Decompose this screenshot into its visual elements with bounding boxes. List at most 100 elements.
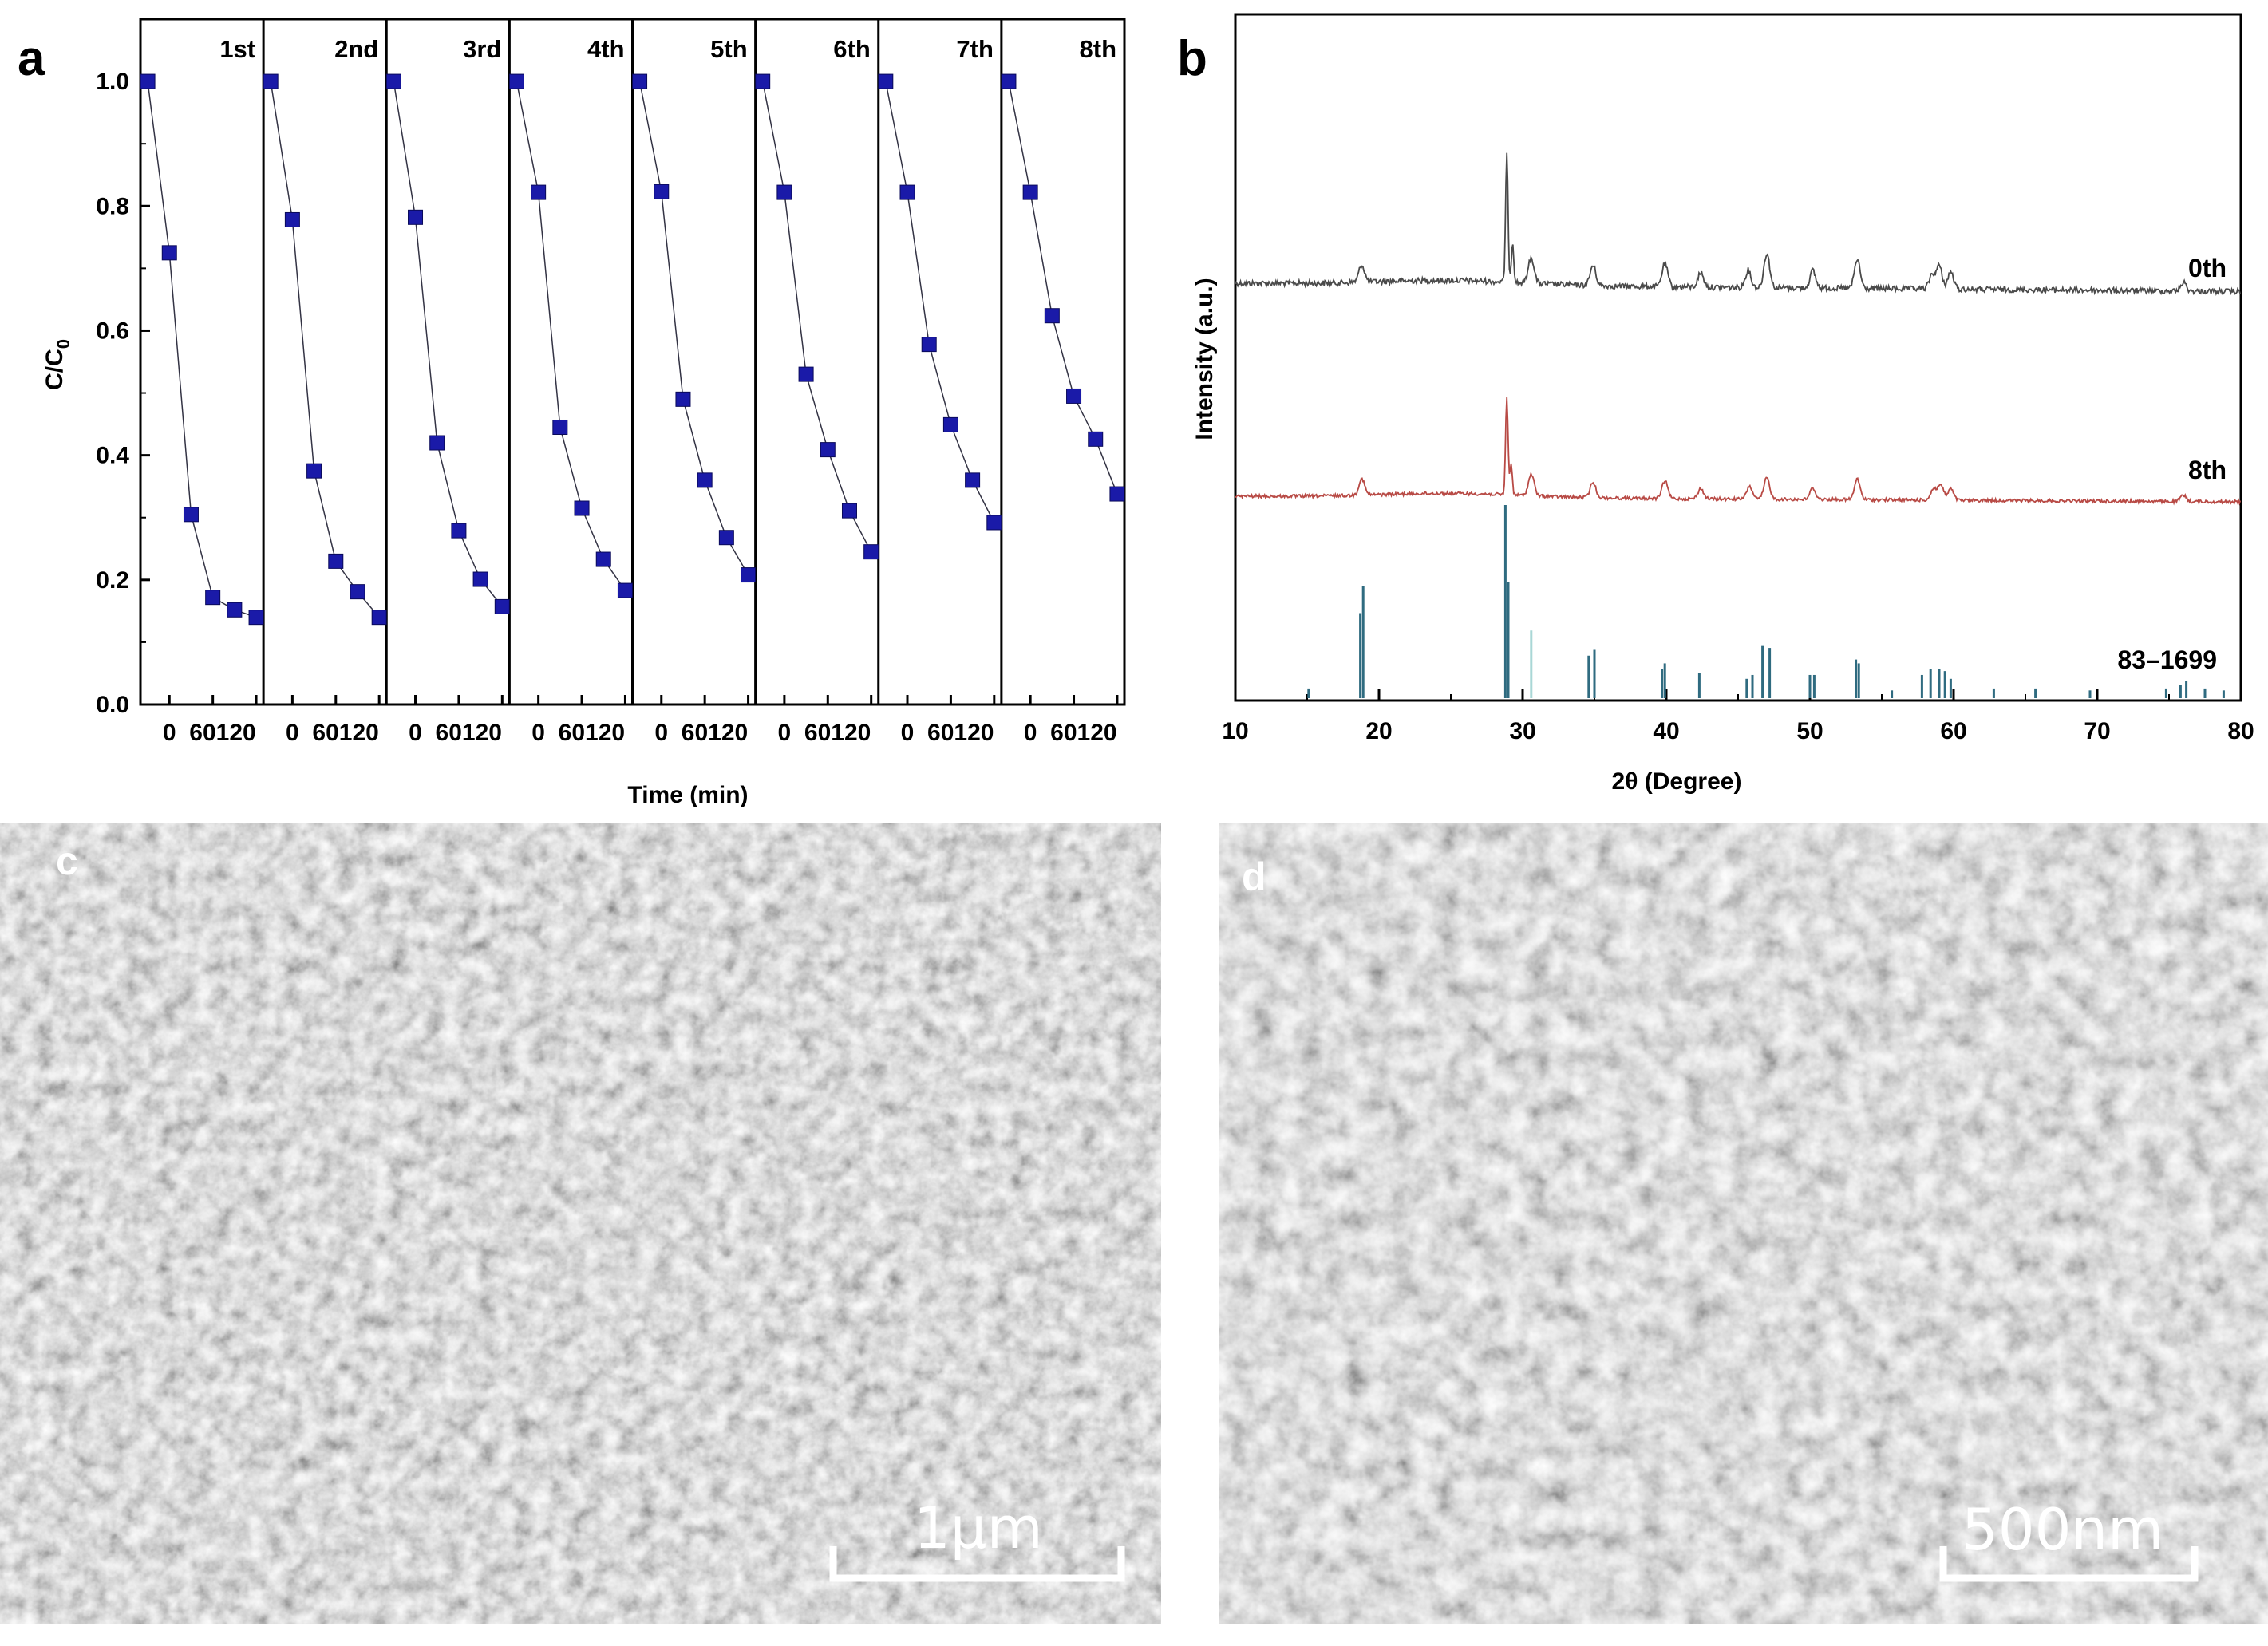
panel-a-data-point [1001,73,1017,89]
panel-a-data-point [371,610,387,626]
panel-a-y-axis-title-main: C/C [41,349,68,390]
panel-a-x-tick-label: 120 [954,720,994,746]
panel-a-data-point [472,571,488,587]
scale-label-c: 1μm [914,1494,1043,1561]
panel-a-y-axis-title-sub: 0 [53,339,73,349]
panel-a-data-point [921,337,937,353]
panel-a-data-point [617,582,633,598]
panel-a-data-point [632,73,648,89]
panel-a-data-point [350,584,365,600]
scale-bar-d [1939,1546,2199,1582]
panel-b-series-label-0th: 0th [2188,254,2227,282]
panel-a-cycle-label: 8th [1080,35,1117,63]
panel-a-cycle-label: 4th [587,35,625,63]
scale-label-d: 500nm [1962,1496,2163,1563]
panel-b-x-tick-label: 30 [1509,718,1535,744]
panel-a-series-line [516,81,626,591]
panel-a-data-point [408,209,424,225]
panel-a-x-tick-label: 60 [682,720,708,746]
panel-b-x-tick-label: 20 [1365,718,1392,744]
panel-a-data-point [899,184,915,200]
panel-a-x-tick-label: 0 [409,720,422,746]
panel-a-x-tick-label: 120 [585,720,625,746]
panel-a-data-point [574,500,590,516]
panel-a-x-tick-label: 0 [286,720,299,746]
panel-a-x-tick-label: 120 [1077,720,1117,746]
panel-a-x-tick-label: 0 [163,720,176,746]
panel-a-x-tick-label: 0 [1024,720,1037,746]
panel-a-x-tick-label: 60 [559,720,585,746]
panel-a-y-tick-label: 0.2 [96,567,129,594]
panel-a-data-point [1066,388,1082,404]
panel-b-trace-0th [1235,152,2242,297]
panel-b-x-tick-label: 10 [1222,718,1248,744]
panel-b-x-tick-label: 70 [2084,718,2110,744]
panel-a-data-point [429,435,445,451]
panel-a-y-tick-label: 1.0 [96,69,129,95]
panel-a-data-point [552,419,568,435]
panel-a-x-tick-label: 60 [804,720,831,746]
panel-a-data-point [385,73,401,89]
panel-a-data-point [451,523,467,539]
panel-a-data-point [531,184,547,200]
panel-b-y-axis-title: Intensity (a.u.) [1191,278,1218,440]
panel-a-y-axis-title: C/C0 [41,339,73,390]
panel-letter-c: c [56,839,78,883]
panel-a-data-point [755,73,771,89]
panel-a-data-point [1044,308,1060,324]
panel-a-data-point [595,551,611,567]
panel-a-data-point [942,416,958,432]
panel-a-x-tick-label: 120 [831,720,871,746]
panel-a-data-point [776,184,792,200]
panel-a-data-point [965,472,981,488]
panel-a-data-point [161,245,177,261]
panel-a-data-point [654,184,670,199]
panel-a-x-tick-label: 60 [927,720,954,746]
panel-a-cycle-label: 5th [710,35,748,63]
panel-letter-a: a [18,31,45,86]
panel-a-x-tick-label: 60 [312,720,338,746]
sem-image-c: c 1μm [0,823,1161,1624]
panel-a-cycle-label: 2nd [334,35,378,63]
panel-a-x-tick-label: 120 [708,720,748,746]
panel-a-data-point [878,73,894,89]
panel-b-x-tick-label: 60 [1940,718,1966,744]
panel-a-data-point [508,73,524,89]
panel-a-data-point [1109,486,1125,502]
panel-a-data-point [183,507,199,523]
panel-a-data-point [820,442,836,458]
panel-b-x-tick-label: 80 [2227,718,2254,744]
panel-a-data-point [718,530,734,546]
panel-b-x-tick-label: 50 [1796,718,1823,744]
panel-a-y-tick-label: 0.8 [96,193,129,219]
panel-a-data-point [798,366,814,382]
panel-a-data-point [986,515,1002,531]
panel-a-data-point [494,598,510,614]
panel-a-data-point [284,211,300,227]
panel-b-chart: Intensity (a.u.) 2θ (Degree) 10 20 30 40 50 6… [1191,13,2254,795]
panel-a-cycle-label: 6th [833,35,871,63]
panel-a-series-line [761,81,872,553]
panel-a-x-tick-label: 0 [901,720,915,746]
panel-a-data-point [863,544,879,560]
panel-a-cycle-label: 7th [956,35,994,63]
panel-a-series-line [393,81,503,607]
panel-a-x-tick-label: 0 [654,720,668,746]
panel-a-x-tick-label: 120 [339,720,379,746]
panel-a-x-tick-label: 0 [778,720,792,746]
panel-a-data-point [306,463,322,479]
panel-a-series-line [270,81,380,618]
panel-a-data-point [205,590,221,606]
panel-a-x-tick-label: 120 [216,720,256,746]
panel-a-y-tick-label: 0.4 [96,443,129,469]
panel-a-data-point [741,567,757,583]
panel-letter-b: b [1177,31,1207,86]
panel-b-series-label-ref: 83–1699 [2117,645,2217,674]
sem-image-d: d 500nm [1219,823,2268,1624]
panel-b-x-axis-title: 2θ (Degree) [1612,768,1742,795]
panel-a-y-tick-label: 0.6 [96,318,129,344]
panel-letter-d: d [1242,855,1266,899]
panel-a-x-axis-title: Time (min) [627,782,748,808]
panel-a-chart: C/C0 Time (min) 0.00.20.40.60.81.00 60 120… [41,18,1126,808]
panel-a-data-point [263,73,279,89]
